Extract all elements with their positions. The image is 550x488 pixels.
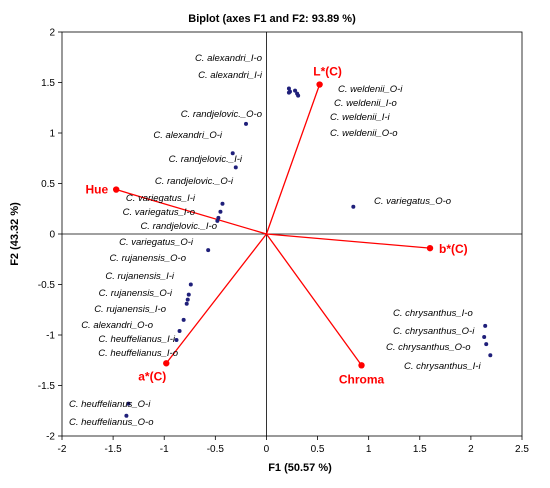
x-tick-label: 1.5 — [413, 444, 427, 455]
y-tick-label: -1 — [46, 331, 55, 342]
observation-label: C. heuffelianus_I-i — [98, 334, 175, 345]
points-layer — [124, 86, 493, 418]
observation-label: C. randjelovic._O-o — [181, 109, 262, 120]
observation-point — [482, 335, 487, 340]
variable-vector-tip — [163, 360, 170, 367]
labels-layer: C. alexandri_I-o C. alexandri_I-i C. randj… — [69, 53, 481, 428]
observation-label: C. weldenii_I-i — [330, 112, 391, 123]
observation-point — [286, 90, 291, 95]
observation-point — [220, 201, 225, 206]
y-tick-label: 1.5 — [41, 78, 55, 89]
variable-vector-tip — [426, 244, 434, 252]
observation-label: C. variegatus_O-o — [374, 196, 451, 207]
observation-point — [124, 413, 129, 418]
observation-label: C. alexandri_O-o — [81, 320, 153, 331]
observation-point — [216, 215, 221, 220]
observation-label: C. alexandri_I-i — [198, 70, 263, 81]
variable-label: b*(C) — [439, 242, 468, 256]
observation-label: C. weldenii_I-o — [334, 98, 397, 109]
observation-label: C. rujanensis_O-i — [99, 288, 173, 299]
y-axis-title: F2 (43.32 %) — [9, 202, 21, 266]
observation-label: C. alexandri_I-o — [195, 53, 262, 64]
variable-vector-tip — [316, 81, 323, 88]
variable-vector — [115, 188, 267, 235]
y-tick-label: 0 — [49, 230, 55, 241]
x-tick-label: -1.5 — [104, 444, 122, 455]
observation-label: C. variegatus_I-o — [123, 207, 195, 218]
x-tick-label: -1 — [160, 444, 169, 455]
observation-label: C. variegatus_I-i — [126, 193, 196, 204]
observation-point — [351, 204, 356, 209]
observation-point — [218, 209, 223, 214]
observation-point — [230, 151, 235, 156]
observation-point — [293, 88, 298, 93]
observation-point — [188, 282, 193, 287]
observation-label: C. randjelovic._I-i — [169, 154, 243, 165]
observation-label: C. chrysanthus_I-o — [393, 308, 473, 319]
observation-label: C. weldenii_O-o — [330, 128, 398, 139]
observation-point — [206, 248, 211, 253]
observation-label: C. alexandri_O-i — [153, 130, 223, 141]
observation-point — [177, 328, 182, 333]
observation-label: C. rujanensis_I-i — [105, 271, 175, 282]
observation-label: C. randjelovic._O-i — [155, 176, 234, 187]
variable-vector-tip — [358, 362, 365, 369]
observation-label: C. chrysanthus_I-i — [404, 361, 481, 372]
x-tick-label: -2 — [58, 444, 67, 455]
observation-label: C. chrysanthus_O-o — [386, 342, 470, 353]
observation-point — [181, 317, 186, 322]
observation-label: C. heuffelianus_O-o — [69, 417, 154, 428]
x-tick-label: 2.5 — [515, 444, 529, 455]
variable-label: a*(C) — [138, 369, 166, 383]
x-tick-label: 1 — [366, 444, 372, 455]
observation-point — [296, 93, 301, 98]
observation-point — [184, 301, 189, 306]
observation-label: C. variegatus_O-i — [119, 237, 194, 248]
observation-label: C. rujanensis_O-o — [109, 253, 186, 264]
x-tick-label: 2 — [468, 444, 474, 455]
observation-point — [286, 86, 291, 91]
observation-point — [185, 297, 190, 302]
y-tick-label: 0.5 — [41, 179, 55, 190]
y-tick-label: 2 — [49, 28, 55, 39]
y-tick-label: -2 — [46, 432, 55, 443]
observation-point — [186, 292, 191, 297]
x-tick-label: -0.5 — [207, 444, 225, 455]
y-tick-label: -1.5 — [38, 381, 56, 392]
observation-label: C. heuffelianus_O-i — [69, 399, 151, 410]
x-axis-title: F1 (50.57 %) — [268, 462, 332, 474]
variable-vector — [165, 233, 267, 364]
observation-point — [233, 165, 238, 170]
observation-point — [484, 342, 489, 347]
chart-title: Biplot (axes F1 and F2: 93.89 %) — [188, 13, 356, 25]
vectors-layer: L*(C) Hue b*(C) a*(C) Chroma — [86, 65, 468, 387]
variable-vector-tip — [112, 186, 120, 193]
observation-point — [174, 338, 179, 343]
observation-label: C. heuffelianus_I-o — [98, 348, 178, 359]
axes-layer: -2 -1.5 -1 -0.5 0 0.5 1 1.5 2 2.5 -2 -1.5 -1 -0.5 0 0.5… — [38, 28, 530, 456]
variable-vector — [265, 84, 321, 235]
x-tick-label: 0 — [264, 444, 270, 455]
variable-vector — [265, 233, 363, 366]
observation-label: C. weldenii_O-i — [338, 84, 403, 95]
observation-point — [483, 323, 488, 328]
variable-label: Hue — [86, 183, 109, 197]
x-tick-label: 0.5 — [311, 444, 325, 455]
y-tick-label: 1 — [49, 129, 55, 140]
observation-label: C. rujanensis_I-o — [94, 304, 166, 315]
observation-point — [215, 218, 220, 223]
variable-vector — [266, 233, 431, 249]
observation-label: C. chrysanthus_O-i — [393, 326, 475, 337]
observation-point — [126, 401, 131, 406]
variable-label: Chroma — [339, 372, 385, 386]
observation-label: C. randjelovic._I-o — [140, 221, 217, 232]
variable-label: L*(C) — [313, 65, 342, 79]
y-tick-label: -0.5 — [38, 280, 56, 291]
observation-point — [488, 353, 493, 358]
observation-point — [244, 121, 248, 126]
